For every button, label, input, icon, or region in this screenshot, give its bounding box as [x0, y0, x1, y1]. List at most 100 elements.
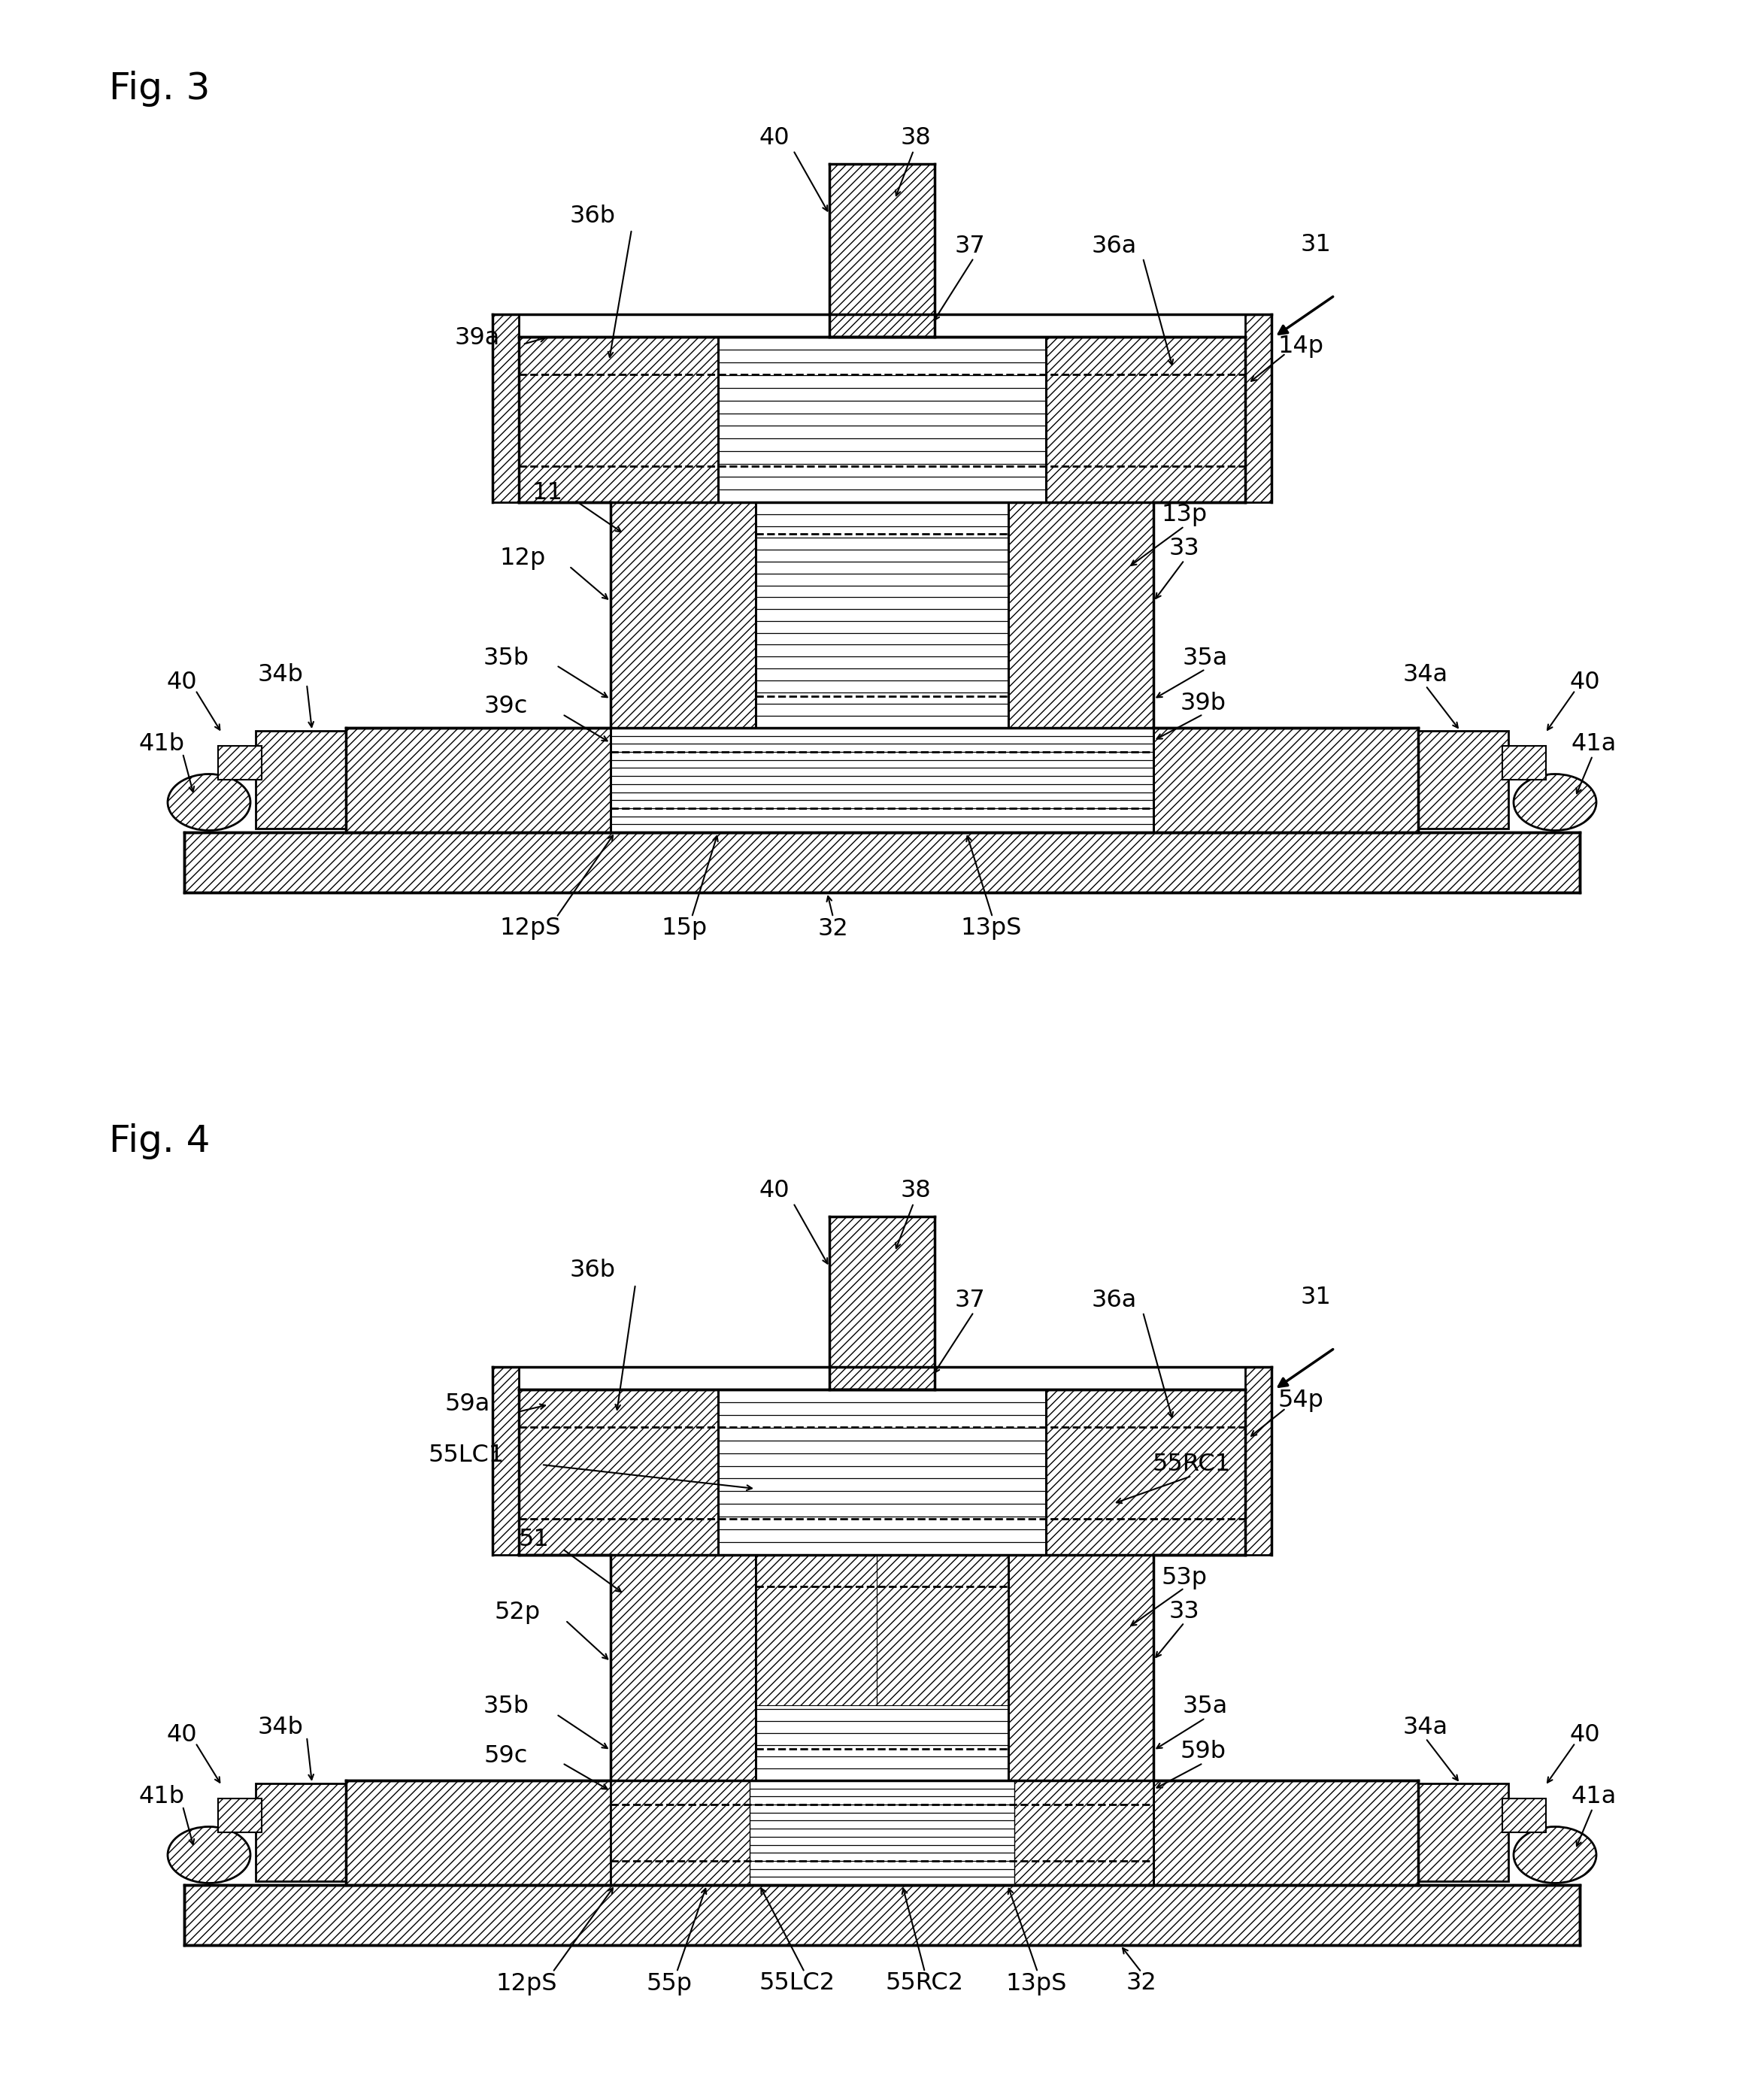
Polygon shape [877, 1554, 1009, 1705]
Text: 59c: 59c [483, 1743, 527, 1768]
Bar [610, 502, 755, 729]
Bar [183, 832, 1581, 892]
Text: 13pS: 13pS [960, 918, 1021, 941]
Text: 39a: 39a [455, 328, 501, 351]
Ellipse shape [168, 1827, 250, 1884]
Text: 40: 40 [166, 672, 198, 695]
Text: 55LC1: 55LC1 [429, 1443, 505, 1466]
Text: 55RC1: 55RC1 [1152, 1453, 1231, 1476]
Text: 35a: 35a [1182, 1695, 1228, 1718]
Text: 36a: 36a [1092, 235, 1138, 258]
Bar [183, 1886, 1581, 1945]
Ellipse shape [168, 775, 250, 830]
Text: 55LC2: 55LC2 [759, 1972, 834, 1995]
Bar [755, 502, 1009, 729]
Text: 31: 31 [1300, 1285, 1332, 1308]
Bar [1046, 1390, 1245, 1554]
Bar [1413, 1783, 1508, 1882]
Bar [492, 315, 519, 502]
Bar [1009, 502, 1154, 729]
Text: 41b: 41b [139, 1785, 185, 1808]
Text: 54p: 54p [1277, 1388, 1323, 1413]
Text: 11: 11 [533, 481, 563, 504]
Text: 36b: 36b [570, 1260, 616, 1283]
Text: 41a: 41a [1572, 733, 1618, 756]
Bar [610, 1554, 755, 1781]
Text: 40: 40 [1570, 1724, 1600, 1747]
Text: 34a: 34a [1402, 664, 1448, 687]
Text: 52p: 52p [494, 1600, 540, 1625]
Text: 40: 40 [166, 1724, 198, 1747]
Bar [610, 729, 1154, 832]
Polygon shape [610, 1781, 750, 1886]
Text: 40: 40 [759, 126, 790, 149]
Text: 12p: 12p [499, 546, 545, 571]
Bar [1154, 729, 1418, 832]
Bar [346, 1781, 610, 1886]
Text: 55RC2: 55RC2 [886, 1972, 963, 1995]
Bar [1245, 1367, 1272, 1554]
Text: 31: 31 [1300, 233, 1332, 256]
Bar [519, 1390, 718, 1554]
Text: 40: 40 [759, 1178, 790, 1201]
Bar [1413, 731, 1508, 830]
Text: 41b: 41b [139, 733, 185, 756]
Bar [718, 336, 1046, 502]
Text: 33: 33 [1170, 1600, 1200, 1623]
Text: 40: 40 [1570, 672, 1600, 695]
Text: 32: 32 [1125, 1972, 1157, 1995]
Text: 53p: 53p [1161, 1567, 1207, 1590]
Text: 59a: 59a [445, 1392, 490, 1415]
Text: 36b: 36b [570, 206, 616, 229]
Text: 34a: 34a [1402, 1716, 1448, 1739]
Bar [219, 1798, 261, 1833]
Text: 35b: 35b [483, 647, 529, 670]
Bar [1503, 1798, 1545, 1833]
Bar [1046, 336, 1245, 502]
Text: 41a: 41a [1572, 1785, 1618, 1808]
Bar [829, 1216, 935, 1390]
Text: 55p: 55p [646, 1972, 691, 1995]
Bar [492, 1367, 519, 1554]
Ellipse shape [1514, 1827, 1596, 1884]
Bar [346, 729, 610, 832]
Bar [829, 164, 935, 336]
Text: 39b: 39b [1180, 691, 1226, 714]
Text: 37: 37 [954, 1289, 986, 1312]
Text: 32: 32 [818, 918, 848, 941]
Polygon shape [1014, 1781, 1154, 1886]
Bar [755, 1554, 1009, 1781]
Text: 59b: 59b [1180, 1741, 1226, 1764]
Bar [1245, 315, 1272, 502]
Text: 15p: 15p [662, 918, 707, 941]
Text: 36a: 36a [1092, 1289, 1138, 1312]
Text: 39c: 39c [483, 695, 527, 718]
Bar [1503, 746, 1545, 779]
Bar [1009, 1554, 1154, 1781]
Text: 13p: 13p [1161, 504, 1207, 527]
Bar [610, 1781, 1154, 1886]
Bar [219, 746, 261, 779]
Bar [718, 1390, 1046, 1554]
Bar [256, 731, 351, 830]
Text: 12pS: 12pS [499, 918, 561, 941]
Text: 13pS: 13pS [1005, 1972, 1067, 1995]
Text: 34b: 34b [258, 1716, 303, 1739]
Text: 38: 38 [900, 126, 931, 149]
Bar [519, 336, 718, 502]
Text: 33: 33 [1170, 538, 1200, 561]
Text: 35a: 35a [1182, 647, 1228, 670]
Text: Fig. 4: Fig. 4 [109, 1124, 210, 1159]
Bar [256, 1783, 351, 1882]
Text: Fig. 3: Fig. 3 [109, 71, 210, 107]
Text: 37: 37 [954, 235, 986, 258]
Ellipse shape [1514, 775, 1596, 830]
Text: 38: 38 [900, 1178, 931, 1201]
Text: 12pS: 12pS [496, 1972, 557, 1995]
Text: 14p: 14p [1277, 334, 1323, 357]
Bar [1154, 1781, 1418, 1886]
Text: 35b: 35b [483, 1695, 529, 1718]
Polygon shape [755, 1554, 887, 1705]
Text: 51: 51 [519, 1529, 549, 1552]
Text: 34b: 34b [258, 664, 303, 687]
